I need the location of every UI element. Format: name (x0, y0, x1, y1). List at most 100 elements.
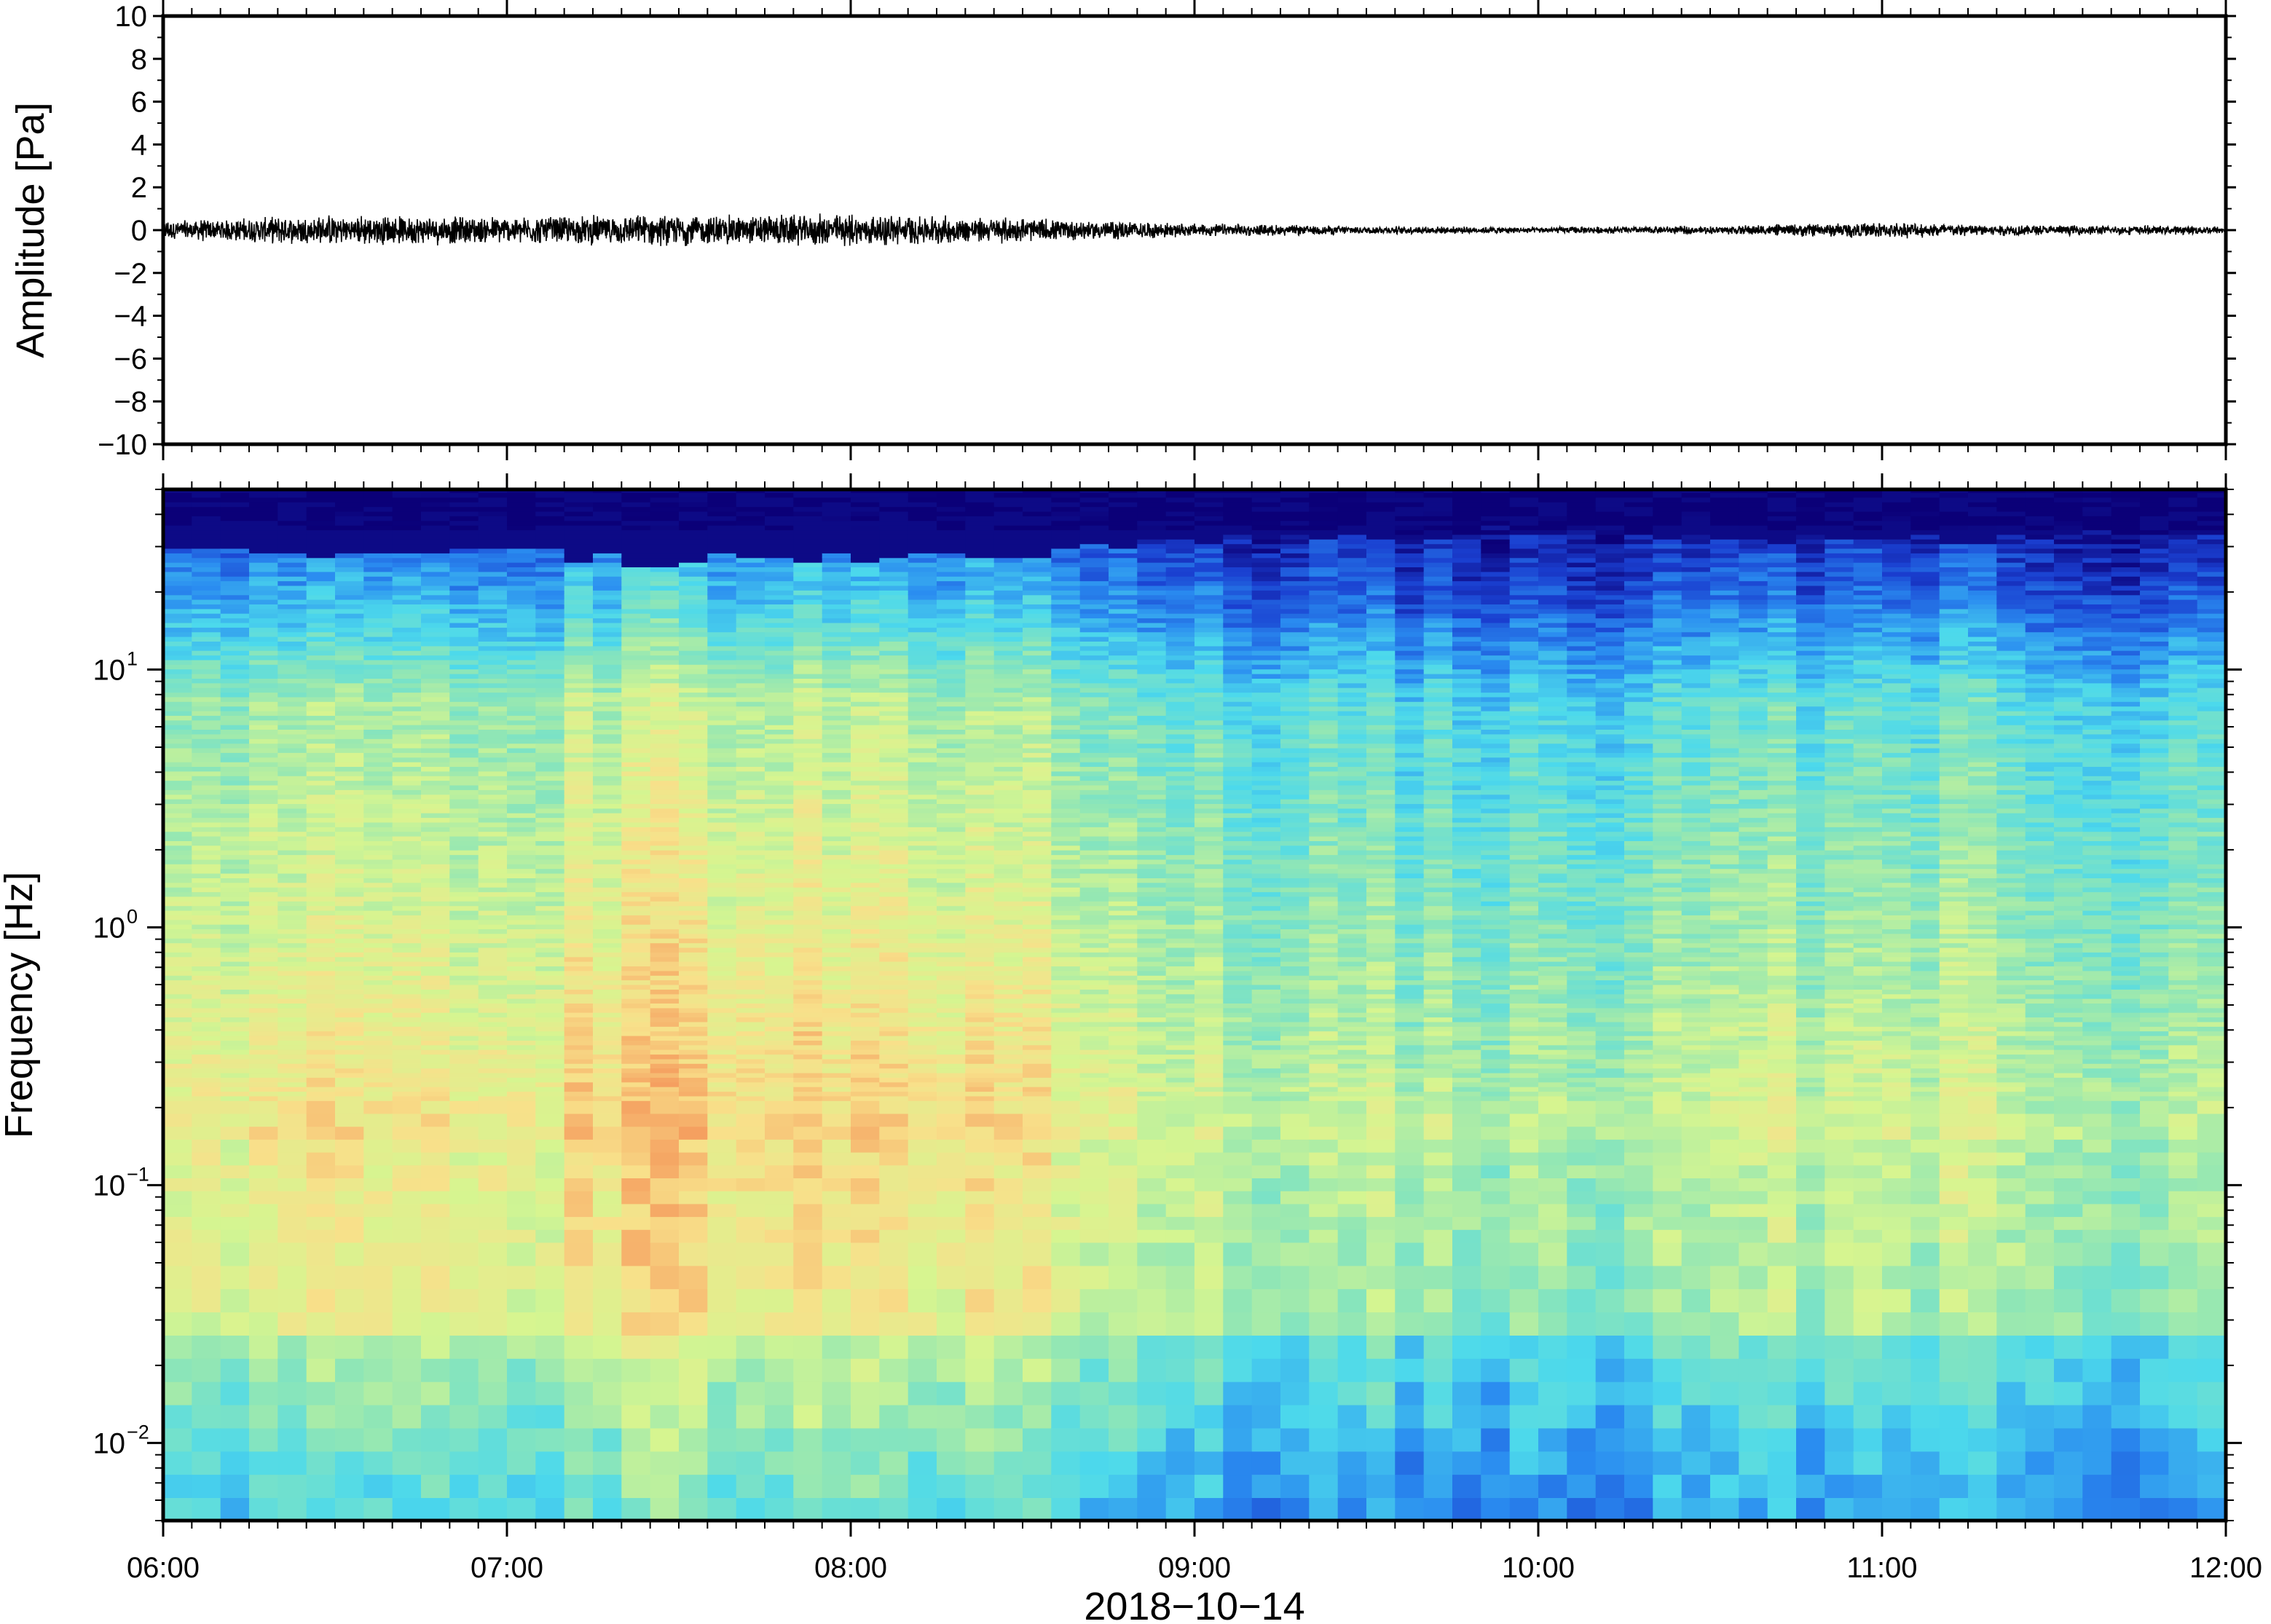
spectrogram-cell (306, 604, 336, 610)
spectrogram-cell (765, 1017, 795, 1022)
spectrogram-cell (937, 1091, 967, 1097)
spectrogram-cell (707, 534, 737, 540)
spectrogram-cell (908, 706, 937, 712)
spectrogram-cell (249, 1086, 279, 1092)
spectrogram-cell (993, 1151, 1023, 1166)
spectrogram-cell (363, 878, 393, 883)
spectrogram-cell (650, 817, 680, 823)
spectrogram-cell (478, 571, 508, 577)
spectrogram-cell (192, 529, 221, 535)
spectrogram-cell (707, 1242, 737, 1266)
spectrogram-cell (535, 529, 565, 535)
spectrogram-cell (937, 497, 967, 502)
spectrogram-cell (478, 872, 508, 878)
spectrogram-cell (392, 655, 422, 661)
spectrogram-cell (507, 529, 537, 535)
spectrogram-cell (765, 886, 795, 893)
spectrogram-cell (965, 687, 995, 693)
spectrogram-cell (507, 692, 537, 698)
spectrogram-cell (535, 845, 565, 851)
spectrogram-cell (793, 553, 823, 559)
spectrogram-cell (822, 901, 851, 907)
spectrogram-cell (965, 905, 995, 911)
spectrogram-cell (621, 655, 651, 661)
spectrogram-cell (335, 575, 365, 582)
spectrogram-cell (478, 534, 508, 540)
spectrogram-cell (564, 678, 594, 684)
spectrogram-cell (621, 1451, 651, 1475)
spectrogram-cell (822, 1151, 851, 1166)
spectrogram-cell (421, 757, 451, 762)
spectrogram-cell (879, 627, 909, 633)
spectrogram-cell (192, 794, 221, 800)
spectrogram-cell (192, 557, 221, 563)
spectrogram-cell (478, 1012, 508, 1018)
spectrogram-cell (879, 604, 909, 610)
spectrogram-cell (965, 835, 995, 841)
spectrogram-cell (335, 984, 365, 990)
spectrogram-cell (679, 882, 709, 888)
spectrogram-cell (965, 896, 995, 902)
spectrogram-cell (249, 849, 279, 856)
spectrogram-cell (249, 650, 279, 656)
spectrogram-cell (879, 845, 909, 851)
spectrogram-cell (220, 1095, 250, 1101)
spectrogram-cell (449, 1178, 479, 1191)
spectrogram-cell (249, 859, 279, 864)
spectrogram-cell (851, 1100, 881, 1114)
spectrogram-cell (793, 868, 823, 874)
spectrogram-cell (363, 743, 393, 749)
spectrogram-cell (220, 553, 250, 559)
spectrogram-cell (163, 942, 193, 948)
spectrogram-cell (765, 910, 795, 915)
spectrogram-cell (879, 539, 909, 545)
spectrogram-cell (707, 1030, 737, 1036)
spectrogram-cell (736, 1427, 765, 1452)
spectrogram-cell (593, 604, 623, 610)
spectrogram-cell (679, 784, 709, 790)
spectrogram-cell (822, 604, 851, 610)
spectrogram-cell (879, 905, 909, 911)
spectrogram-cell (937, 669, 967, 674)
spectrogram-cell (564, 516, 594, 521)
spectrogram-cell (306, 1312, 336, 1336)
spectrogram-cell (564, 571, 594, 577)
spectrogram-cell (937, 715, 967, 721)
spectrogram-cell (650, 747, 680, 753)
spectrogram-cell (650, 608, 680, 614)
spectrogram-cell (1023, 878, 1052, 883)
spectrogram-cell (965, 1017, 995, 1022)
spectrogram-cell (965, 1113, 995, 1127)
spectrogram-cell (621, 1095, 651, 1101)
spectrogram-cell (564, 1497, 594, 1521)
spectrogram-cell (192, 998, 221, 1004)
spectrogram-cell (564, 794, 594, 800)
spectrogram-cell (278, 966, 307, 971)
spectrogram-cell (707, 812, 737, 819)
spectrogram-cell (937, 1086, 967, 1092)
spectrogram-cell (449, 1044, 479, 1050)
spectrogram-cell (306, 886, 336, 893)
spectrogram-cell (535, 1381, 565, 1406)
spectrogram-cell (220, 669, 250, 674)
spectrogram-cell (564, 1012, 594, 1018)
spectrogram-cell (449, 692, 479, 698)
spectrogram-cell (908, 845, 937, 851)
spectrogram-cell (192, 511, 221, 516)
spectrogram-cell (765, 757, 795, 762)
spectrogram-cell (449, 974, 479, 981)
spectrogram-cell (793, 757, 823, 762)
spectrogram-cell (908, 1040, 937, 1046)
spectrogram-cell (1023, 1058, 1052, 1064)
spectrogram-cell (449, 701, 479, 707)
spectrogram-cell (564, 942, 594, 948)
spectrogram-cell (163, 789, 193, 795)
spectrogram-cell (593, 1086, 623, 1092)
waveform-y-tick-label: 4 (131, 129, 147, 161)
spectrogram-cell (163, 923, 193, 929)
spectrogram-cell (278, 1086, 307, 1092)
spectrogram-cell (306, 659, 336, 665)
spectrogram-cell (421, 831, 451, 837)
spectrogram-cell (650, 864, 680, 870)
spectrogram-cell (993, 1358, 1023, 1382)
